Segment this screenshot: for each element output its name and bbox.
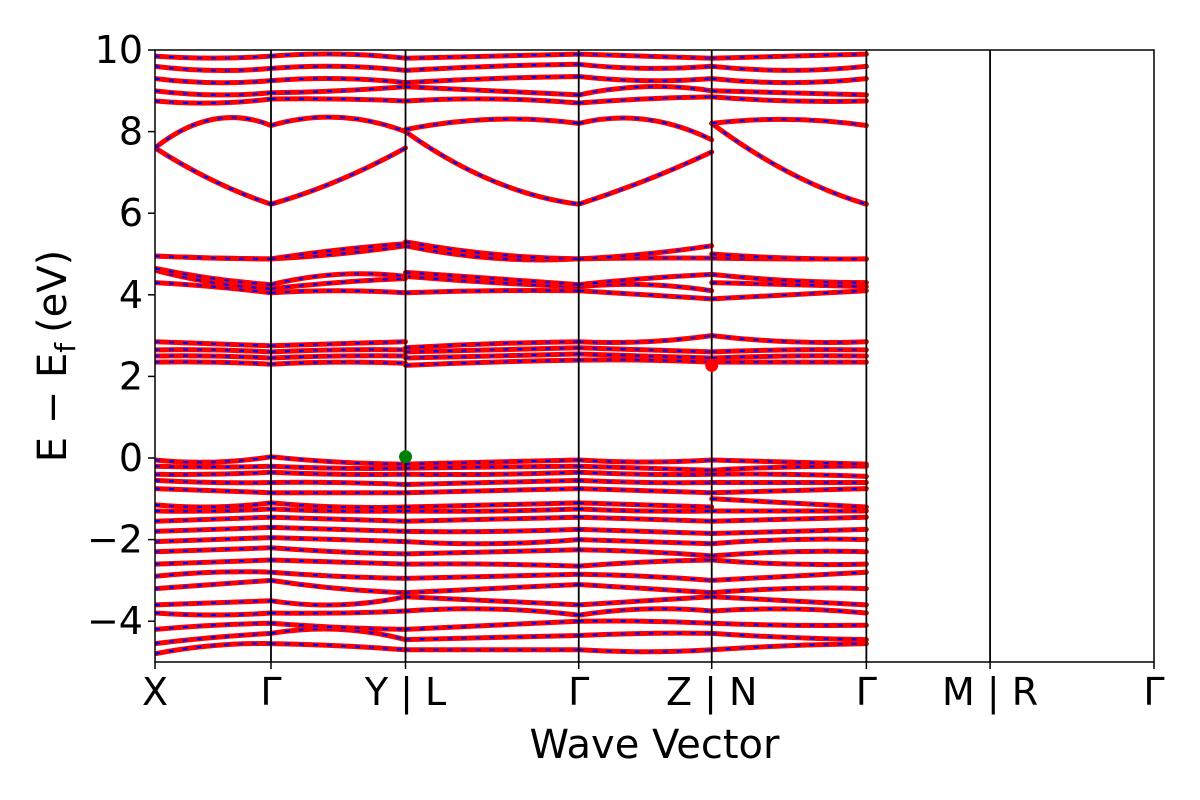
x-tick-label-0: X bbox=[142, 670, 168, 714]
band-line-blue-19 bbox=[155, 358, 867, 367]
band-line-blue-25 bbox=[155, 267, 867, 286]
band-line-blue-4 bbox=[155, 595, 867, 607]
band-line-blue-13 bbox=[155, 497, 867, 509]
y-tick-label-5: 6 bbox=[119, 191, 143, 235]
marker-cbm bbox=[705, 358, 719, 372]
band-line-blue-3 bbox=[155, 607, 867, 617]
band-line-blue-0 bbox=[155, 642, 867, 655]
y-tick-label-7: 10 bbox=[95, 28, 143, 72]
band-line-blue-27 bbox=[155, 240, 867, 261]
band-line-blue-28 bbox=[155, 122, 867, 206]
x-tick-label-2: Y | L bbox=[364, 670, 446, 715]
y-axis-title: E − Ef (eV) bbox=[30, 250, 82, 463]
x-tick-label-6: M | R bbox=[942, 670, 1038, 715]
band-line-blue-11 bbox=[155, 516, 867, 523]
y-tick-label-4: 4 bbox=[119, 273, 143, 317]
bands-layer bbox=[155, 51, 869, 657]
y-axis-ticks: −4 −2 0 2 4 6 8 10 bbox=[87, 28, 155, 643]
band-line-blue-7 bbox=[155, 558, 867, 568]
band-line-blue-22 bbox=[155, 334, 867, 349]
y-axis-title-main: E − E bbox=[30, 353, 76, 463]
band-line-blue-15 bbox=[155, 479, 867, 486]
band-line-blue-33 bbox=[155, 63, 867, 72]
band-line-blue-31 bbox=[155, 85, 867, 97]
x-tick-label-4: Z | N bbox=[666, 670, 757, 715]
band-line-blue-21 bbox=[155, 346, 867, 353]
band-line-blue-6 bbox=[155, 570, 867, 582]
y-axis-title-subscript: f bbox=[49, 342, 82, 353]
band-line-red-15 bbox=[155, 477, 869, 487]
x-tick-label-3: Γ bbox=[568, 670, 589, 714]
band-line-blue-34 bbox=[155, 52, 867, 60]
band-line-red-12 bbox=[155, 506, 869, 514]
band-line-blue-9 bbox=[155, 536, 867, 545]
x-axis-ticks: X Γ Y | L Γ Z | N Γ M | R Γ bbox=[142, 662, 1165, 715]
x-tick-label-1: Γ bbox=[260, 670, 281, 714]
band-line-blue-1 bbox=[155, 627, 867, 645]
y-tick-label-6: 8 bbox=[119, 110, 143, 154]
marker-vbm bbox=[399, 450, 413, 464]
band-line-blue-14 bbox=[155, 487, 867, 494]
band-line-blue-24 bbox=[155, 269, 867, 292]
band-line-blue-29 bbox=[155, 116, 867, 149]
band-line-blue-18 bbox=[155, 455, 867, 466]
band-line-red-34 bbox=[155, 51, 869, 61]
high-symmetry-lines bbox=[270, 50, 991, 662]
x-tick-label-7: Γ bbox=[1143, 670, 1164, 714]
plot-frame bbox=[154, 49, 1155, 663]
y-tick-label-3: 2 bbox=[119, 354, 143, 398]
x-tick-label-5: Γ bbox=[856, 670, 877, 714]
x-axis-title: Wave Vector bbox=[530, 722, 781, 768]
band-line-blue-32 bbox=[155, 75, 867, 84]
y-tick-label-2: 0 bbox=[119, 436, 143, 480]
y-axis-title-unit: (eV) bbox=[30, 250, 76, 333]
band-line-blue-5 bbox=[155, 579, 867, 594]
band-line-blue-20 bbox=[155, 352, 867, 360]
band-line-blue-30 bbox=[155, 95, 867, 105]
band-line-blue-16 bbox=[155, 471, 867, 478]
band-line-blue-23 bbox=[155, 281, 867, 300]
y-tick-label-0: −4 bbox=[87, 599, 143, 643]
band-line-blue-17 bbox=[155, 465, 867, 472]
band-line-blue-10 bbox=[155, 526, 867, 535]
band-line-blue-8 bbox=[155, 546, 867, 557]
band-line-blue-2 bbox=[155, 619, 867, 631]
markers-layer bbox=[399, 358, 719, 464]
y-tick-label-1: −2 bbox=[87, 518, 143, 562]
band-line-blue-12 bbox=[155, 507, 867, 513]
